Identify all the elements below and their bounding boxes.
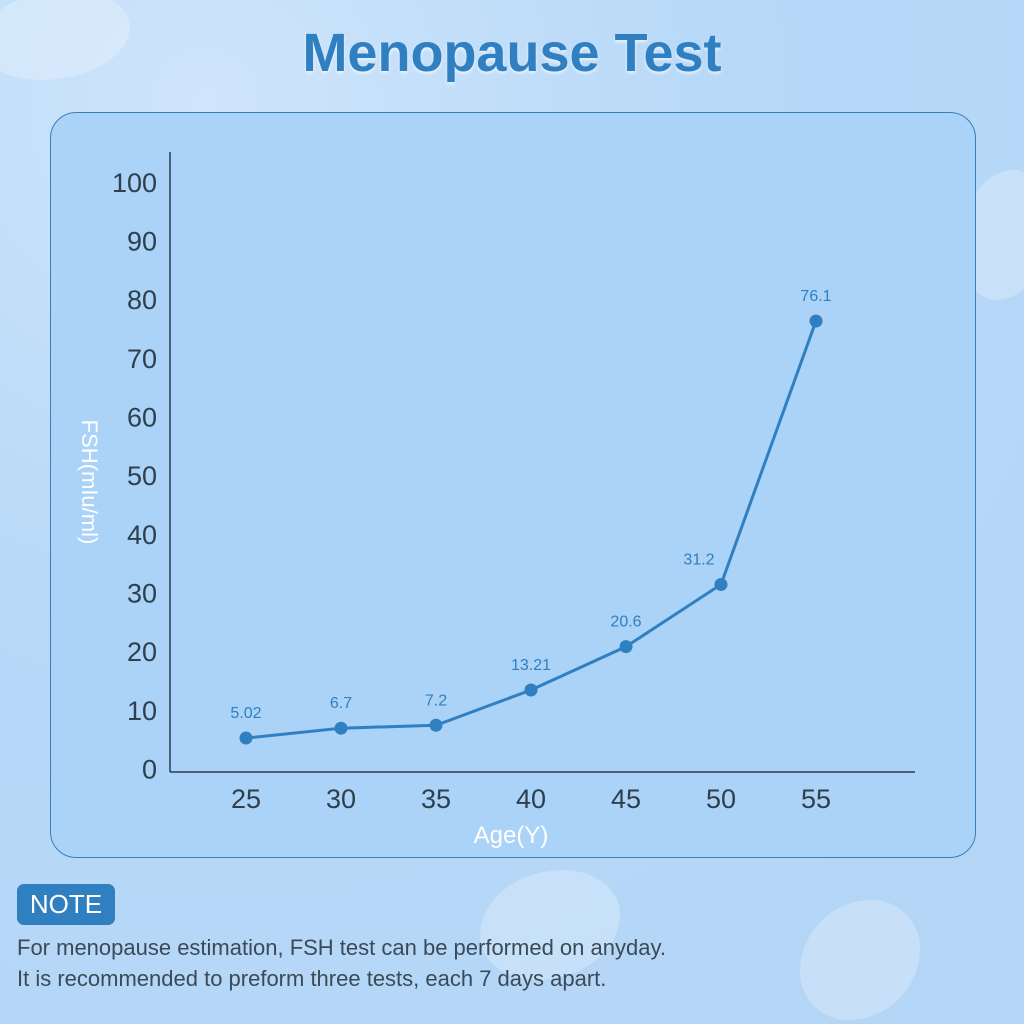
note-badge: NOTE xyxy=(17,884,115,925)
x-tick-label: 25 xyxy=(231,784,261,814)
data-label: 13.21 xyxy=(511,657,551,674)
y-tick-label: 10 xyxy=(127,696,157,726)
y-tick-label: 80 xyxy=(127,285,157,315)
y-tick-label: 90 xyxy=(127,226,157,256)
data-label: 31.2 xyxy=(683,551,714,568)
chart-panel xyxy=(50,112,976,858)
note-line: For menopause estimation, FSH test can b… xyxy=(17,935,666,960)
page-title: Menopause Test xyxy=(302,23,722,83)
y-tick-label: 20 xyxy=(127,637,157,667)
x-tick-label: 45 xyxy=(611,784,641,814)
y-tick-label: 40 xyxy=(127,520,157,550)
y-tick-label: 30 xyxy=(127,578,157,608)
y-tick-label: 50 xyxy=(127,461,157,491)
y-axis-label: FSH(mIu/ml) xyxy=(77,420,102,545)
data-label: 20.6 xyxy=(610,614,641,631)
data-point xyxy=(239,731,253,745)
y-tick-label: 70 xyxy=(127,344,157,374)
x-tick-label: 40 xyxy=(516,784,546,814)
data-point xyxy=(334,721,348,735)
y-tick-label: 60 xyxy=(127,402,157,432)
data-point xyxy=(524,683,538,697)
data-point xyxy=(809,314,823,328)
y-tick-label: 0 xyxy=(142,755,157,785)
x-axis-label: Age(Y) xyxy=(474,822,549,849)
data-label: 7.2 xyxy=(425,692,447,709)
x-tick-label: 55 xyxy=(801,784,831,814)
note-line: It is recommended to preform three tests… xyxy=(17,966,607,991)
x-tick-label: 30 xyxy=(326,784,356,814)
x-tick-label: 35 xyxy=(421,784,451,814)
data-point xyxy=(619,640,633,654)
data-label: 6.7 xyxy=(330,695,352,712)
data-point xyxy=(714,577,728,591)
data-point xyxy=(429,718,443,732)
data-label: 5.02 xyxy=(230,705,261,722)
data-label: 76.1 xyxy=(800,288,831,305)
series-line xyxy=(245,320,818,740)
y-tick-label: 100 xyxy=(112,168,157,198)
x-tick-label: 50 xyxy=(706,784,736,814)
